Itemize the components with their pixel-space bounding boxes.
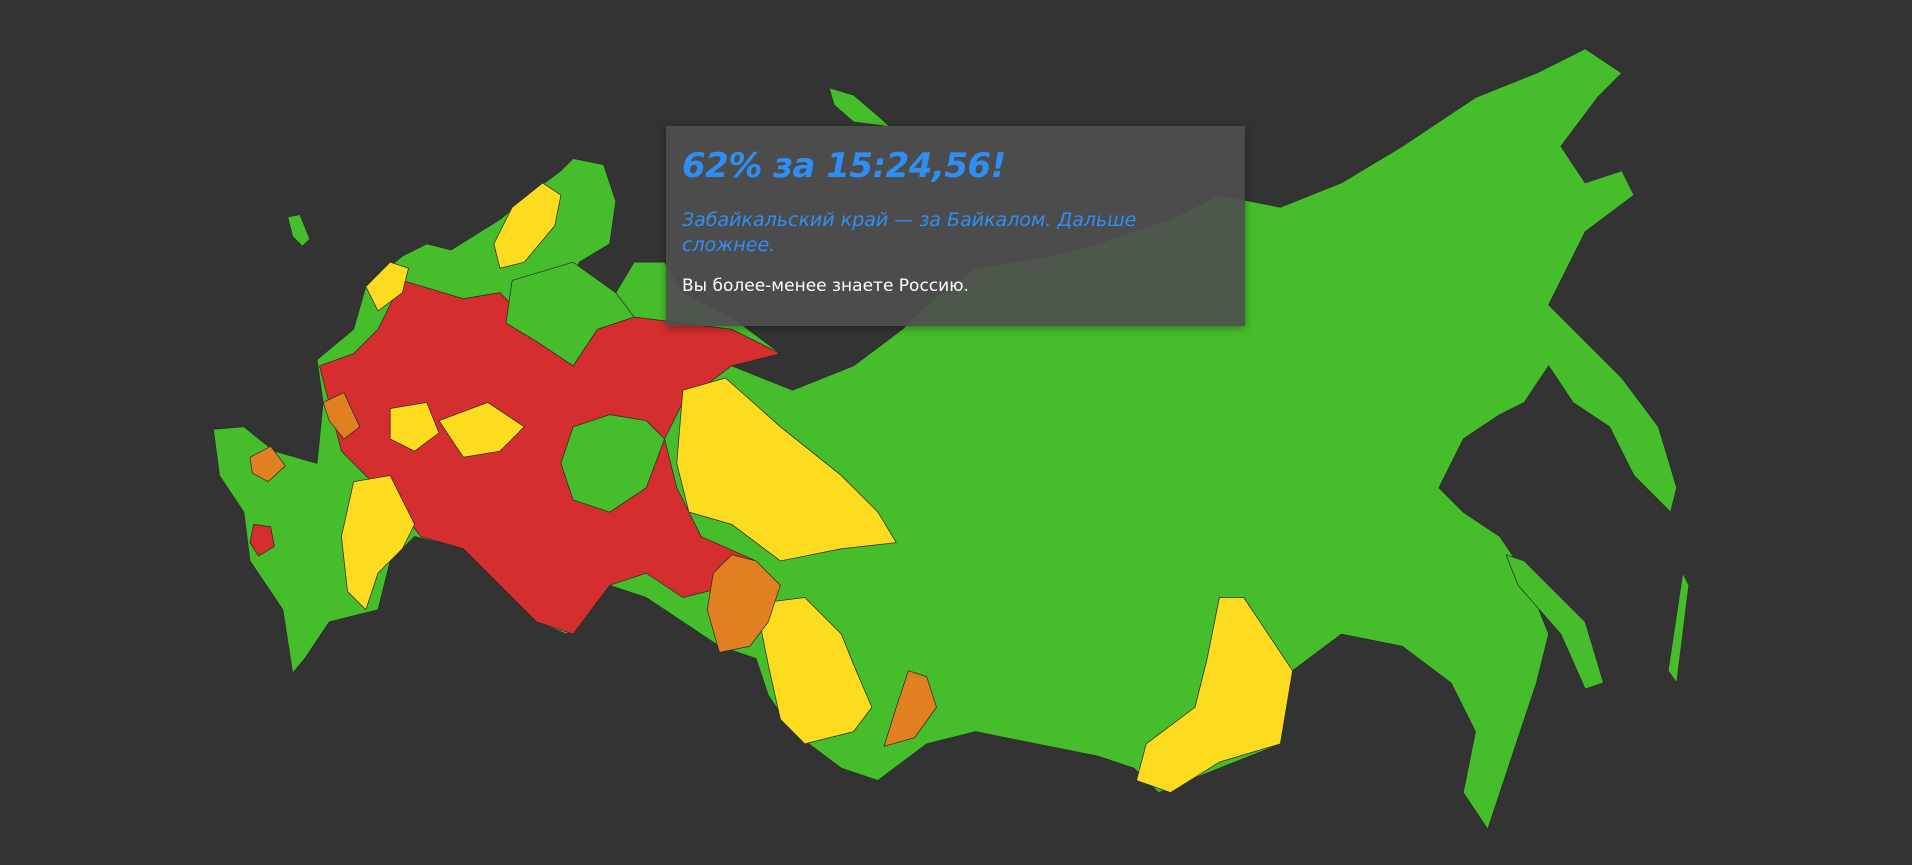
region-yellow-nw[interactable] — [365, 261, 409, 312]
region-yellow-centre[interactable] — [389, 402, 525, 458]
result-title: 62% за 15:24,56! — [682, 146, 1006, 186]
region-orange-west[interactable] — [249, 392, 361, 483]
region-orange-tuva[interactable] — [883, 670, 937, 747]
region-yellow-ural[interactable] — [676, 377, 897, 562]
russia-main[interactable] — [213, 48, 1678, 830]
result-message: Вы более-менее знаете Россию. — [682, 276, 969, 296]
region-orange-omsk[interactable] — [706, 554, 781, 653]
region-yellow-south[interactable] — [341, 475, 415, 611]
region-yellow-zabaikalsky[interactable] — [1136, 597, 1293, 793]
region-red-caucasus[interactable] — [249, 523, 275, 557]
region-kaliningrad[interactable] — [287, 214, 311, 247]
region-yellow-altai[interactable] — [755, 597, 873, 745]
region-kurils[interactable] — [1667, 572, 1690, 684]
region-yellow-north[interactable] — [493, 182, 562, 269]
region-green-mid[interactable] — [560, 414, 665, 513]
region-green-north[interactable] — [505, 261, 635, 367]
result-subtitle: Забайкальский край — за Байкалом. Дальше… — [682, 209, 1137, 256]
region-novaya-zemlya[interactable] — [828, 87, 891, 128]
result-popup: 62% за 15:24,56! Забайкальский край — за… — [666, 126, 1245, 326]
region-sakhalin[interactable] — [1505, 554, 1604, 690]
